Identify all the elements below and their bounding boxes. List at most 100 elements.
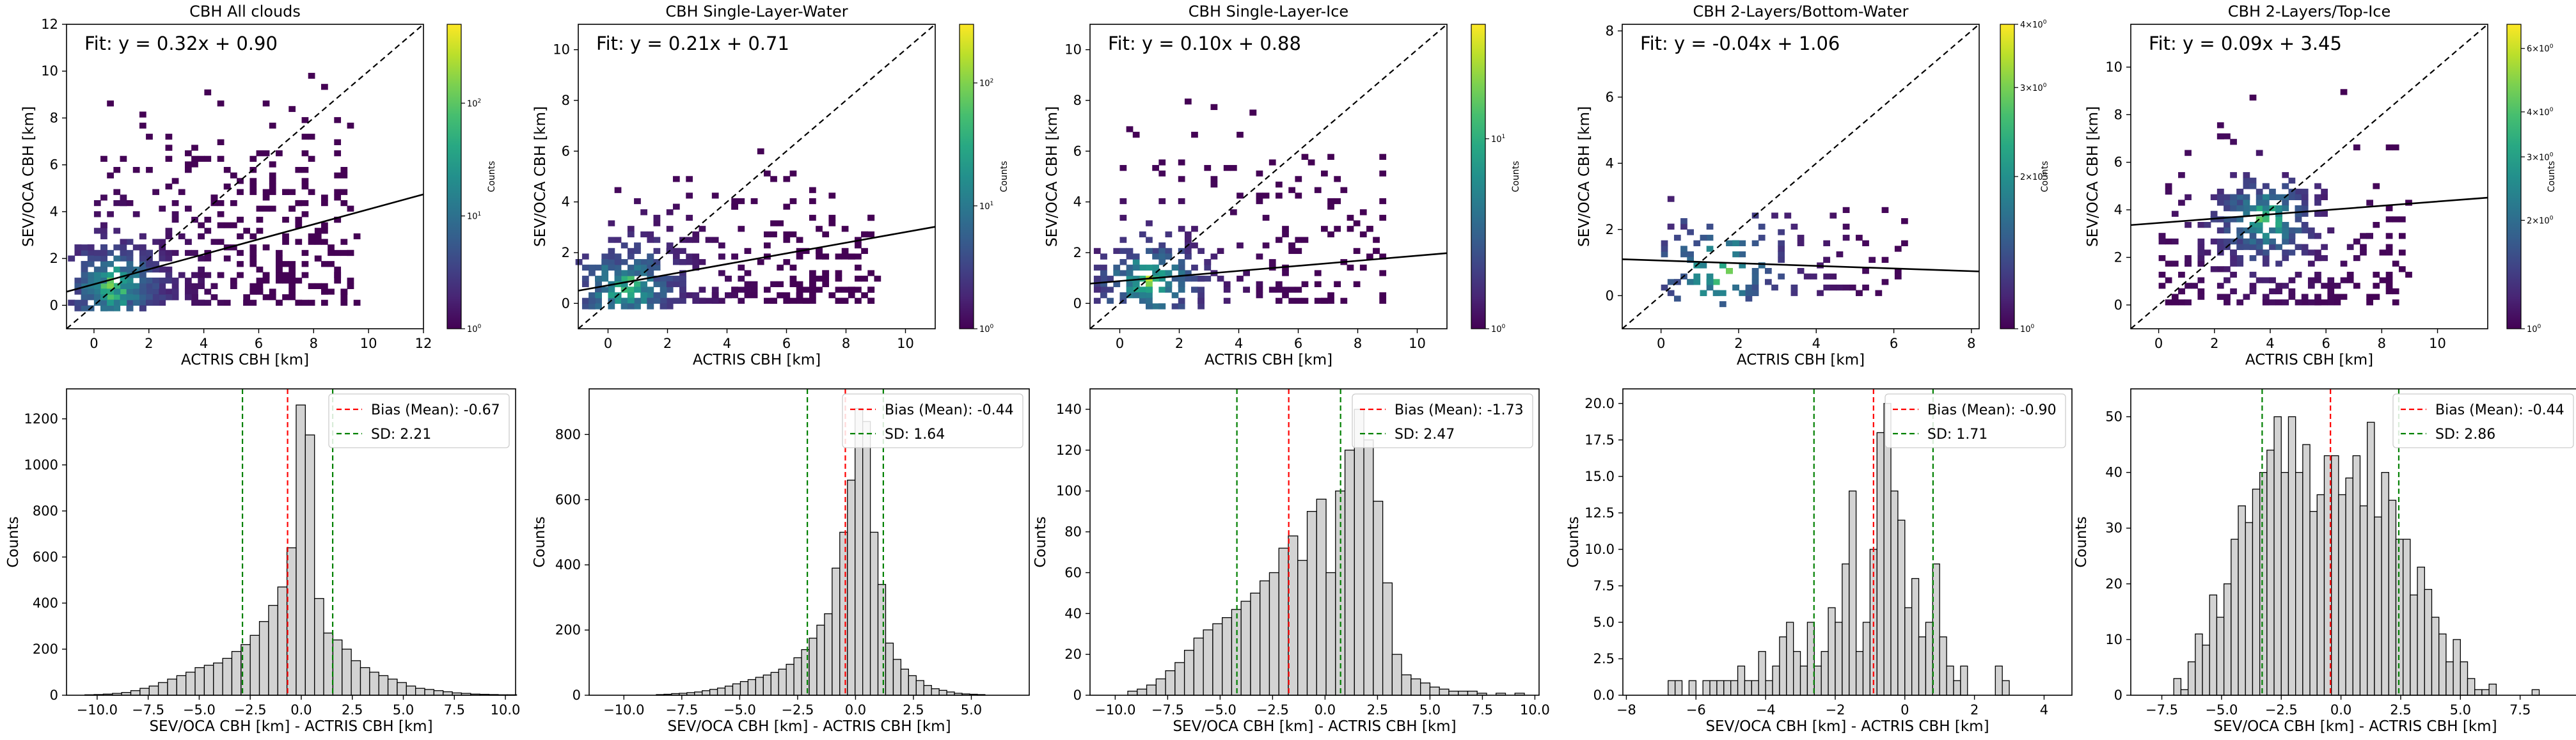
legend-box	[328, 393, 510, 448]
heatmap-cell	[107, 305, 114, 311]
heatmap-cell	[614, 187, 622, 193]
heatmap-cell	[132, 272, 140, 278]
heatmap-cell	[647, 287, 654, 293]
heatmap-cell	[2171, 210, 2179, 217]
heatmap-cell	[1693, 273, 1701, 279]
heatmap-cell	[1739, 240, 1746, 246]
heatmap-cell	[874, 276, 881, 282]
heatmap-cell	[1288, 297, 1296, 304]
y-tick-label: 17.5	[1584, 432, 1615, 448]
heatmap-cell	[2165, 260, 2172, 267]
heatmap-cell	[2224, 205, 2231, 212]
colorbar	[959, 24, 974, 329]
heatmap-cell	[1275, 181, 1283, 188]
heatmap-cell	[301, 117, 309, 123]
heatmap-cell	[301, 249, 309, 256]
heatmap-cell	[608, 220, 615, 226]
heatmap-cell	[2282, 221, 2289, 228]
heatmap-cell	[692, 231, 700, 238]
heatmap-cell	[120, 255, 127, 262]
histogram-bar	[2223, 583, 2232, 696]
heatmap-cell	[2321, 189, 2328, 195]
heatmap-cell	[198, 283, 205, 290]
heatmap-cell	[855, 297, 862, 304]
heatmap-cell	[1158, 270, 1166, 276]
heatmap-cell	[184, 205, 192, 212]
heatmap-cell	[230, 172, 237, 178]
heatmap-cell	[1139, 264, 1146, 271]
heatmap-cell	[1667, 279, 1675, 285]
heatmap-cell	[711, 237, 719, 243]
heatmap-cell	[191, 288, 198, 295]
heatmap-cell	[2269, 189, 2276, 195]
x-tick-label: 2	[1970, 702, 1979, 718]
heatmap-cell	[601, 264, 609, 271]
heatmap-cell	[249, 233, 257, 240]
histogram-bar	[747, 679, 757, 696]
heatmap-cell	[2197, 221, 2205, 228]
heatmap-cell	[595, 303, 602, 310]
heatmap-cell	[679, 270, 686, 276]
histogram-bar	[2474, 689, 2483, 696]
heatmap-cell	[107, 288, 114, 295]
heatmap-cell	[1126, 276, 1134, 282]
heatmap-cell	[217, 155, 225, 162]
heatmap-cell	[1288, 287, 1296, 293]
heatmap-cell	[165, 278, 173, 284]
heatmap-cell	[1165, 270, 1173, 276]
y-tick-label: 40	[2105, 465, 2122, 480]
heatmap-cell	[1764, 279, 1772, 285]
heatmap-cell	[1237, 132, 1244, 138]
x-tick-label: 0	[1116, 336, 1124, 351]
heatmap-cell	[113, 305, 121, 311]
x-tick-label: 0	[1900, 702, 1909, 718]
heatmap-cell	[2360, 244, 2367, 250]
heatmap-cell	[1217, 248, 1224, 255]
heatmap-cell	[1256, 198, 1263, 205]
heatmap-cell	[1126, 253, 1134, 260]
heatmap-cell	[1301, 154, 1309, 160]
heatmap-cell	[2216, 283, 2224, 289]
heatmap-cell	[204, 155, 212, 162]
heatmap-cell	[139, 299, 146, 306]
heatmap-cell	[204, 299, 212, 306]
heatmap-cell	[595, 264, 602, 271]
heatmap-cell	[595, 276, 602, 282]
heatmap-cell	[198, 233, 205, 240]
heatmap-cell	[2236, 189, 2244, 195]
histogram-bar	[1127, 690, 1138, 696]
heatmap-cell	[198, 299, 205, 306]
heatmap-cell	[282, 294, 289, 301]
heatmap-cell	[353, 233, 361, 240]
heatmap-cell	[139, 244, 146, 251]
heatmap-cell	[789, 264, 797, 271]
heatmap-cell	[867, 287, 875, 293]
heatmap-cell	[2282, 283, 2289, 289]
legend-bias-label: Bias (Mean): -0.44	[885, 402, 1014, 418]
colorbar-label: Counts	[2547, 161, 2557, 193]
heatmap-cell	[1191, 132, 1198, 138]
heatmap-cell	[100, 244, 107, 251]
histogram-bar	[877, 584, 887, 696]
heatmap-cell	[1158, 248, 1166, 255]
y-tick-label: 0	[50, 688, 58, 703]
x-tick-label: 6	[255, 336, 263, 351]
heatmap-cell	[301, 183, 309, 190]
heatmap-cell	[2307, 227, 2315, 233]
heatmap-cell	[1146, 237, 1153, 243]
heatmap-cell	[2262, 194, 2270, 200]
heatmap-cell	[1229, 209, 1237, 216]
heatmap-cell	[2353, 144, 2360, 151]
heatmap-cell	[666, 226, 674, 232]
colorbar-tick-label: 100	[1491, 324, 1506, 335]
heatmap-cell	[640, 292, 647, 299]
histogram-bar	[1260, 580, 1270, 696]
heatmap-cell	[1100, 292, 1107, 299]
heatmap-cell	[100, 233, 107, 240]
heatmap-cell	[1373, 237, 1380, 243]
legend-sd-label: SD: 2.86	[2435, 427, 2495, 443]
heatmap-cell	[204, 216, 212, 223]
heatmap-cell	[152, 299, 159, 306]
heatmap-cell	[855, 264, 862, 271]
heatmap-cell	[184, 278, 192, 284]
